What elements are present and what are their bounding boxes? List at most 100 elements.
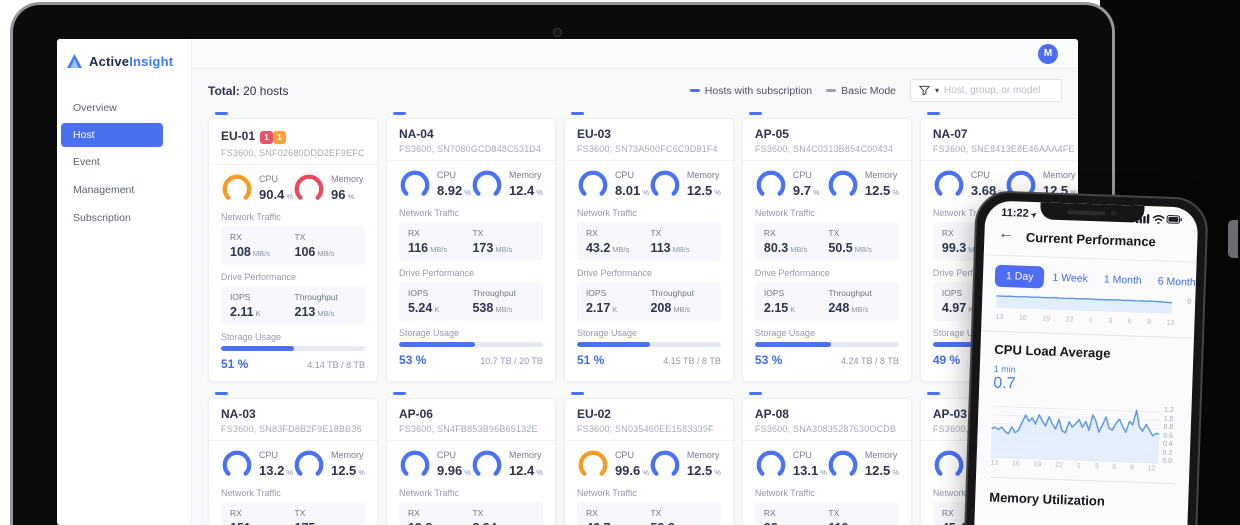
x-tick-label: 9	[1129, 464, 1134, 472]
total-hosts: Total: 20 hosts	[208, 83, 289, 98]
throughput-label: Throughput	[294, 292, 338, 302]
storage-percent: 49 %	[932, 353, 961, 367]
host-serial: FS3600, SNF02680DDD2EF9EFC	[221, 148, 365, 158]
sidebar-item-subscription[interactable]: Subscription	[73, 212, 131, 224]
subscription-indicator-icon	[926, 112, 940, 115]
memory-gauge: Memory 12.5%	[649, 169, 721, 201]
cpu-label: CPU	[259, 450, 279, 460]
memory-gauge-icon	[650, 170, 680, 200]
cpu-load-title: CPU Load Average	[994, 341, 1111, 361]
cpu-gauge-icon	[222, 174, 252, 204]
filter-funnel-icon[interactable]	[919, 85, 930, 96]
storage-percent: 53 %	[754, 353, 783, 367]
filter-search-box[interactable]: ▾	[910, 79, 1062, 102]
iops-label: IOPS	[763, 288, 785, 298]
storage-capacity: 4.24 TB / 8 TB	[841, 356, 899, 366]
host-card[interactable]: AP-08 FS3600, SNA30835287630OCDB CPU 13.…	[741, 392, 912, 525]
network-mini-chart: 0	[982, 293, 1196, 319]
speaker-icon	[1067, 209, 1106, 216]
subscription-indicator-icon	[748, 392, 762, 395]
cpu-gauge: CPU 90.4%	[221, 173, 293, 205]
storage-capacity: 4.14 TB / 8 TB	[307, 360, 365, 370]
host-name: NA-03	[221, 407, 256, 421]
x-tick-label: 16	[1011, 460, 1020, 468]
host-serial: FS3600, SN035460EE1583339F	[576, 424, 714, 434]
host-serial: FS3600, SN4FB853B96B65132E	[398, 424, 538, 434]
iops-value: 2.11	[230, 305, 254, 319]
host-card[interactable]: NA-03 FS3600, SN83FD8B2F9E18BB36 CPU 13.…	[208, 392, 378, 525]
cpu-value: 8.92	[436, 183, 463, 198]
y-tick-label: 0.4	[1162, 440, 1173, 449]
sidebar-item-event[interactable]: Event	[73, 156, 100, 168]
host-serial: FS3600, SN73A500FC6C9D81F4	[576, 144, 718, 154]
rx-unit: MB/s	[430, 245, 448, 254]
filter-caret-icon[interactable]: ▾	[935, 86, 940, 95]
search-input[interactable]	[944, 85, 1053, 96]
memory-label: Memory	[686, 170, 720, 180]
network-traffic-box: RX46.7MB/s TX52.2MB/s	[576, 502, 721, 525]
toolbar: Total: 20 hosts Hosts with subscription …	[208, 79, 1062, 102]
memory-unit: %	[536, 468, 543, 477]
storage-percent: 51 %	[221, 357, 249, 371]
cpu-value: 8.01	[614, 183, 641, 198]
cpu-unit: %	[464, 468, 471, 477]
host-serial: FS3600, SNA30835287630OCDB	[754, 424, 897, 434]
memory-value: 12.5	[330, 463, 357, 478]
iops-label: IOPS	[407, 288, 429, 298]
memory-value: 12.4	[508, 463, 535, 478]
throughput-label: Throughput	[472, 288, 516, 298]
memory-label: Memory	[864, 450, 898, 460]
sidebar-item-overview[interactable]: Overview	[73, 102, 117, 114]
host-card[interactable]: EU-03 FS3600, SN73A500FC6C9D81F4 CPU 8.0…	[563, 112, 734, 382]
gauge-arc	[578, 170, 608, 200]
x-tick-label: 9	[1147, 319, 1152, 327]
iops-unit: K	[434, 305, 440, 314]
storage-bar-track	[221, 346, 365, 351]
user-avatar[interactable]: M	[1038, 43, 1058, 64]
phone-frame: 11:22➤	[960, 190, 1209, 525]
throughput-label: Throughput	[828, 288, 872, 298]
back-arrow-icon[interactable]: ←	[998, 224, 1014, 243]
cpu-unit: %	[464, 188, 471, 197]
top-header: M	[192, 39, 1078, 69]
cpu-load-section: CPU Load Average 1 min 0.7 1.2 1.0 0.8 0.6 0…	[975, 331, 1194, 511]
host-card[interactable]: AP-06 FS3600, SN4FB853B96B65132E CPU 9.9…	[385, 392, 556, 525]
host-name: EU-03	[576, 127, 611, 141]
rx-label: RX	[230, 232, 242, 242]
time-range-tab[interactable]: 6 Months	[1157, 275, 1199, 289]
subscription-indicator-icon	[570, 112, 584, 115]
memory-value: 12.5	[864, 183, 891, 198]
tx-unit: MB/s	[495, 245, 513, 254]
memory-unit: %	[892, 188, 899, 197]
throughput-unit: MB/s	[495, 305, 513, 314]
storage-bar-track	[754, 342, 899, 347]
host-serial: FS3600, SN83FD8B2F9E18BB36	[221, 424, 362, 434]
cpu-unit: %	[286, 192, 293, 201]
legend-item: Basic Mode	[826, 85, 896, 97]
gauge-arc	[472, 170, 502, 200]
host-card[interactable]: EU-02 FS3600, SN035460EE1583339F CPU 99.…	[563, 392, 734, 525]
cpu-gauge: CPU 3.68%	[933, 169, 1005, 201]
sidebar-item-host[interactable]: Host	[61, 123, 163, 147]
sidebar-item-management[interactable]: Management	[73, 184, 135, 196]
x-tick-label: 13	[995, 313, 1004, 322]
memory-gauge-icon	[828, 170, 858, 200]
wifi-icon	[1152, 214, 1165, 224]
time-range-tab[interactable]: 1 Day	[994, 264, 1045, 289]
time-range-tab[interactable]: 1 Month	[1103, 273, 1142, 287]
memory-gauge-icon	[650, 450, 680, 480]
gauge-arc	[650, 450, 680, 480]
time-range-tab[interactable]: 1 Week	[1052, 271, 1089, 285]
rx-value: 13.8	[408, 521, 432, 525]
host-card[interactable]: AP-05 FS3600, SN4C0313B854C00434 CPU 9.7…	[741, 112, 912, 382]
host-card[interactable]: NA-04 FS3600, SN7080GCD848C531D4 CPU 8.9…	[385, 112, 556, 382]
cpu-gauge-icon	[756, 170, 786, 200]
throughput-label: Throughput	[650, 288, 694, 298]
rx-value: 98	[764, 521, 778, 525]
gauge-arc	[400, 170, 430, 200]
battery-icon	[1166, 214, 1182, 224]
rx-unit: MB/s	[252, 249, 270, 258]
iops-unit: K	[968, 305, 974, 314]
